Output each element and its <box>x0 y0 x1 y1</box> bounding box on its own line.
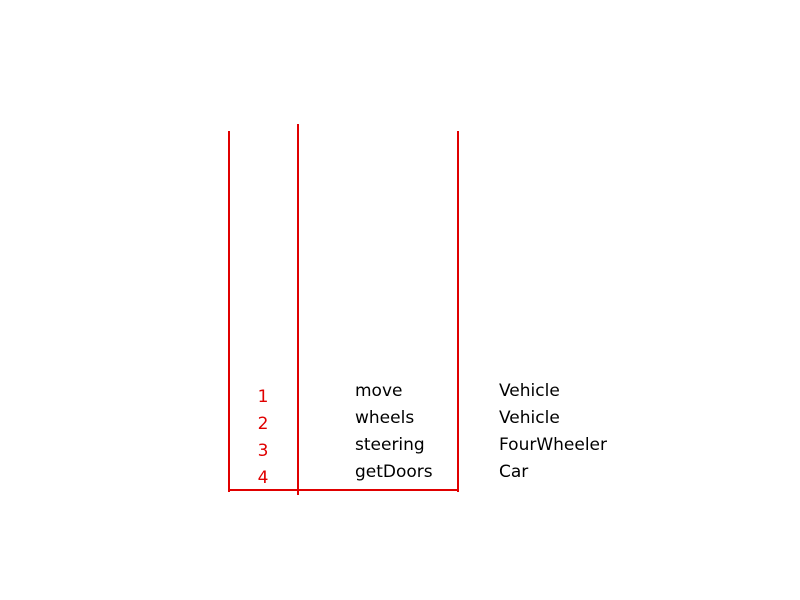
owner-class: FourWheeler <box>499 435 608 455</box>
row-index: 4 <box>257 468 269 488</box>
table-column-divider <box>297 124 299 495</box>
table-row: 3 steering FourWheeler <box>0 435 800 462</box>
table-right-border <box>457 131 459 492</box>
method-name: getDoors <box>355 462 433 482</box>
table-left-border <box>228 131 230 492</box>
table-bottom-border <box>228 489 459 491</box>
table-row: 1 move Vehicle <box>0 381 800 408</box>
row-index: 3 <box>257 441 269 461</box>
owner-class: Car <box>499 462 529 482</box>
row-index: 1 <box>257 387 269 407</box>
method-name: wheels <box>355 408 415 428</box>
table-row: 2 wheels Vehicle <box>0 408 800 435</box>
method-name: steering <box>355 435 425 455</box>
method-name: move <box>355 381 403 401</box>
table-row: 4 getDoors Car <box>0 462 800 489</box>
owner-class: Vehicle <box>499 408 560 428</box>
row-index: 2 <box>257 414 269 434</box>
owner-class: Vehicle <box>499 381 560 401</box>
